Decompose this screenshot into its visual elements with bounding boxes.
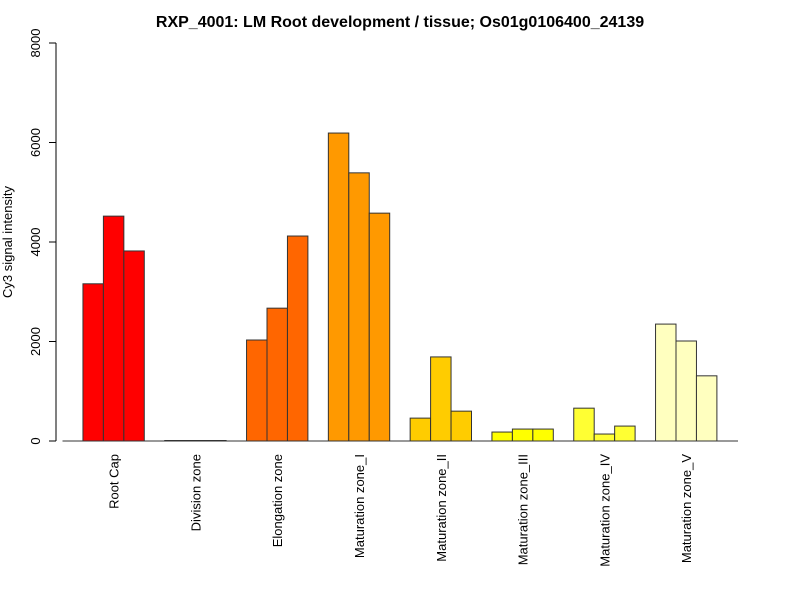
bar: [593, 433, 616, 442]
x-tick-label: Elongation zone: [270, 454, 285, 547]
bar: [695, 375, 718, 442]
bar: [102, 215, 125, 442]
bar: [675, 340, 697, 442]
bar: [246, 339, 268, 442]
y-tick-label: 6000: [28, 128, 43, 157]
y-tick-label: 2000: [28, 327, 43, 356]
x-tick-label: Maturation zone_IV: [597, 454, 612, 567]
bar: [409, 417, 432, 442]
x-tick-label: Maturation zone_II: [434, 454, 449, 562]
bars-group: [82, 132, 718, 442]
bar: [573, 407, 595, 442]
bar: [532, 428, 554, 442]
x-tick-label: Maturation zone_I: [352, 454, 367, 558]
bar: [430, 356, 452, 442]
bar: [655, 323, 677, 442]
chart-title: RXP_4001: LM Root development / tissue; …: [156, 14, 644, 31]
bar: [82, 283, 104, 442]
bar: [348, 172, 370, 442]
bar: [327, 132, 350, 442]
y-axis: 0 2000 4000 6000 8000: [28, 29, 57, 445]
x-tick-label: Root Cap: [107, 454, 122, 509]
bar: [450, 410, 472, 442]
x-tick-labels: Root Cap Division zone Elongation zone Matu…: [107, 454, 695, 567]
y-tick-label: 4000: [28, 228, 43, 257]
x-tick-label: Division zone: [188, 454, 203, 531]
bar: [266, 307, 288, 442]
x-tick-label: Maturation zone_III: [516, 454, 531, 565]
x-tick-label: Maturation zone_V: [679, 454, 694, 563]
bar: [614, 425, 636, 442]
bar: [368, 212, 391, 442]
bar: [491, 431, 513, 442]
y-tick-label: 0: [28, 437, 43, 444]
bar: [123, 250, 145, 442]
bar: [286, 235, 309, 442]
y-axis-label: Cy3 signal intensity: [0, 186, 15, 298]
bar: [511, 428, 534, 442]
y-tick-label: 8000: [28, 29, 43, 58]
